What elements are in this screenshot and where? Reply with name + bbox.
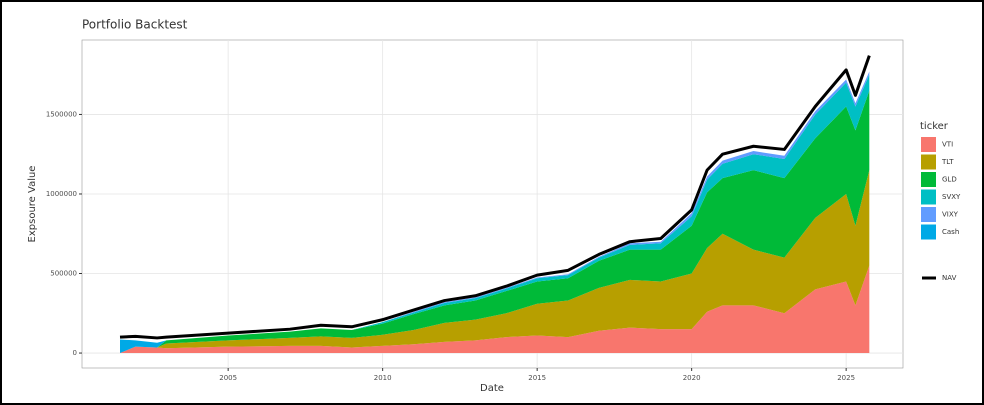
- area: [120, 265, 870, 354]
- legend-label: TLT: [941, 158, 954, 166]
- x-tick-label: 2020: [683, 374, 701, 382]
- y-tick-label: 500000: [50, 270, 77, 278]
- nav-line: [119, 55, 871, 340]
- area: [120, 90, 870, 354]
- legend-key: [921, 207, 936, 222]
- chart-title: Portfolio Backtest: [82, 18, 188, 32]
- area: [120, 170, 870, 354]
- legend-key: [921, 137, 936, 152]
- y-tick-label: 0: [73, 349, 77, 357]
- legend-label: GLD: [942, 176, 957, 184]
- legend-key: [921, 189, 936, 205]
- legend-label: Cash: [942, 228, 959, 236]
- legend-label: VIXY: [942, 211, 959, 219]
- y-tick-label: 1500000: [46, 110, 77, 118]
- y-tick-label: 1000000: [46, 190, 77, 198]
- x-tick-label: 2005: [219, 374, 237, 382]
- x-tick-label: 2010: [374, 374, 392, 382]
- legend-key: [921, 224, 936, 240]
- x-tick-label: 2025: [837, 374, 855, 382]
- x-axis-label: Date: [480, 383, 504, 394]
- legend-label: VTI: [942, 141, 953, 149]
- legend-key: [921, 154, 936, 170]
- legend-label: SVXY: [942, 193, 961, 201]
- legend-label: NAV: [942, 274, 957, 282]
- legend-key: [921, 172, 936, 187]
- legend-title: ticker: [920, 121, 949, 132]
- x-tick-label: 2015: [528, 374, 546, 382]
- y-axis-label: Expsoure Value: [27, 166, 38, 243]
